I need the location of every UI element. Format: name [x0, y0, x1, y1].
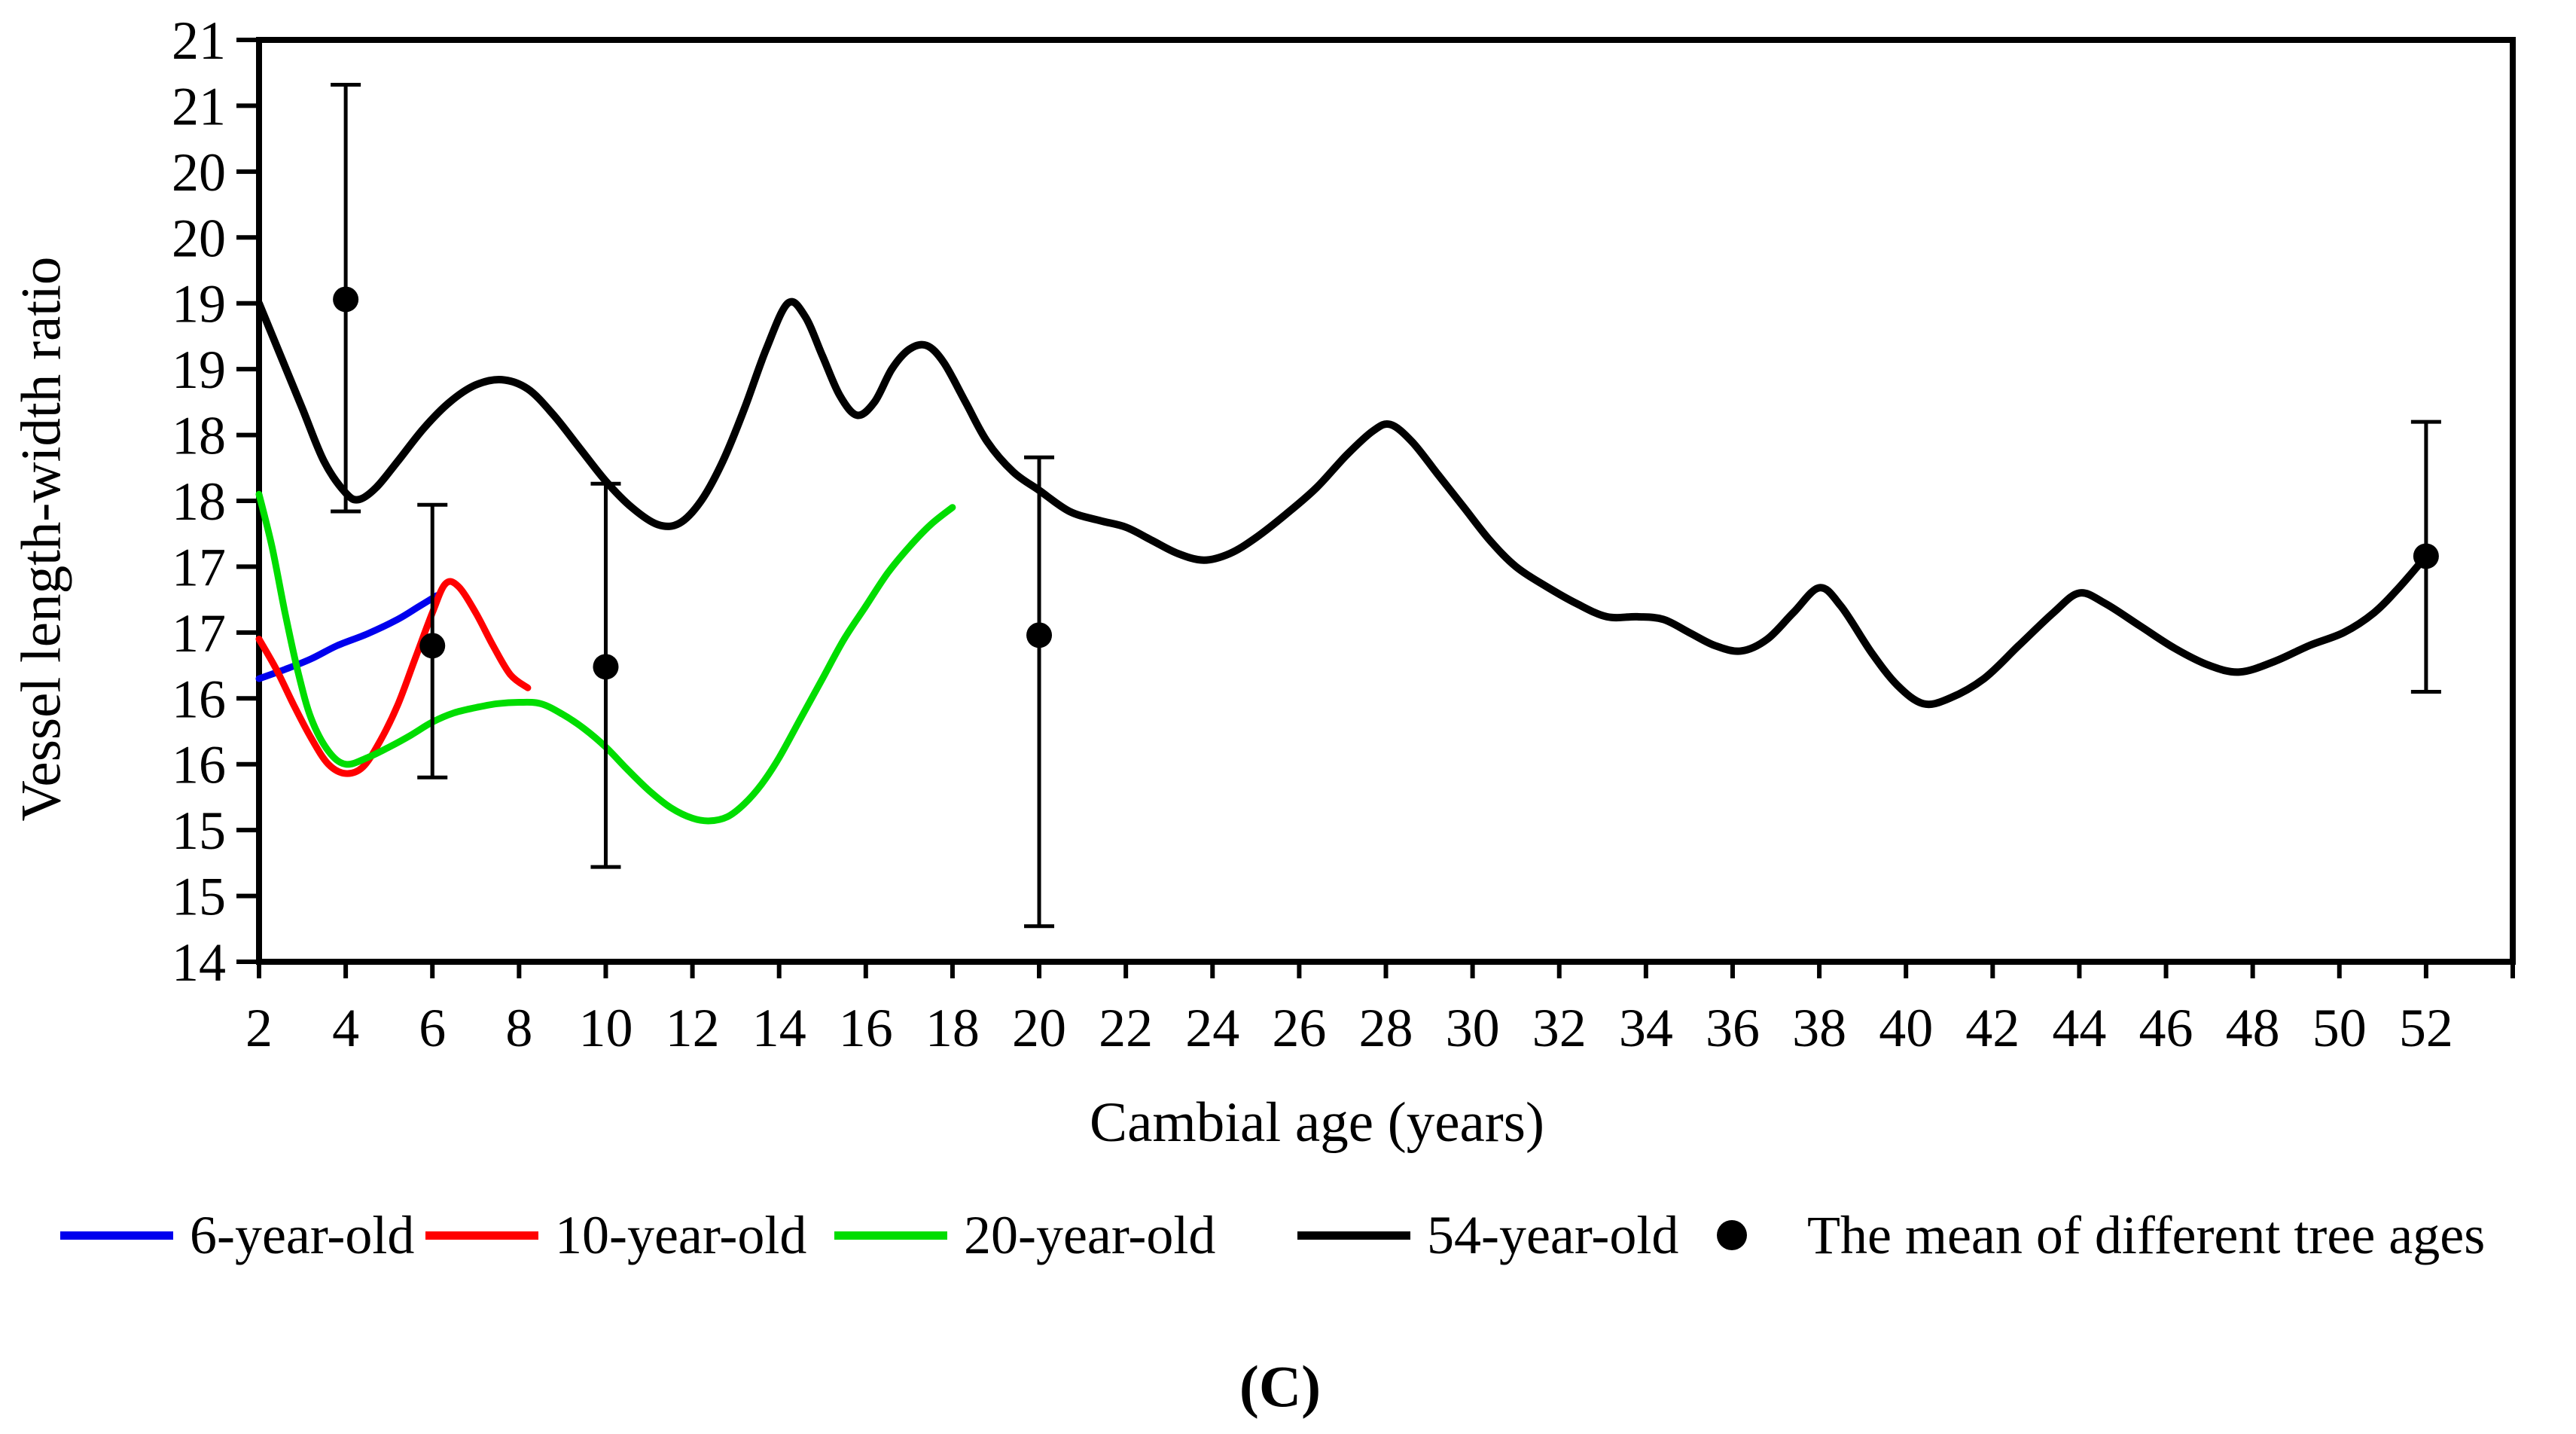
x-tick-label: 22: [1099, 998, 1153, 1058]
x-tick-label: 14: [752, 998, 806, 1058]
x-tick-label: 30: [1446, 998, 1500, 1058]
legend-label: 10-year-old: [555, 1204, 807, 1265]
legend-line-marker: [834, 1231, 947, 1240]
legend-dot-marker: [1717, 1220, 1747, 1250]
mean-data-point: [2413, 543, 2439, 569]
series-curve-20-year-old: [255, 490, 956, 825]
y-tick-label: 21: [172, 11, 226, 71]
mean-data-point: [333, 286, 359, 313]
legend-item-6-year-old: 6-year-old: [60, 1190, 414, 1280]
y-tick-label: 19: [172, 340, 226, 400]
figure-caption-label: (C): [1239, 1353, 1322, 1419]
x-tick-label: 36: [1706, 998, 1760, 1058]
x-tick-label: 34: [1619, 998, 1673, 1058]
legend-item-mean: The mean of different tree ages: [1703, 1190, 2485, 1280]
y-tick-label: 19: [172, 274, 226, 334]
legend-line-marker: [425, 1231, 538, 1240]
legend-line-marker: [1297, 1231, 1410, 1240]
mean-data-point: [1026, 622, 1053, 648]
x-tick-label: 48: [2226, 998, 2280, 1058]
x-tick-label: 50: [2312, 998, 2367, 1058]
series-curve-10-year-old: [255, 578, 532, 777]
legend-item-20-year-old: 20-year-old: [834, 1190, 1215, 1280]
y-tick-label: 20: [172, 142, 226, 203]
x-tick-label: 32: [1532, 998, 1587, 1058]
x-tick-label: 20: [1012, 998, 1066, 1058]
y-tick-label: 16: [172, 735, 226, 795]
x-tick-label: 18: [925, 998, 980, 1058]
x-tick-label: 40: [1879, 998, 1933, 1058]
legend-label: 20-year-old: [964, 1204, 1216, 1265]
y-tick-label: 18: [172, 471, 226, 532]
x-tick-label: 24: [1185, 998, 1239, 1058]
legend-label: 54-year-old: [1427, 1204, 1679, 1265]
x-tick-label: 26: [1272, 998, 1326, 1058]
x-tick-label: 16: [839, 998, 893, 1058]
legend-item-10-year-old: 10-year-old: [425, 1190, 806, 1280]
series-curve-54-year-old: [255, 297, 2430, 709]
chart-legend: 6-year-old 10-year-old 20-year-old 54-year-…: [0, 1190, 2576, 1280]
x-tick-label: 10: [578, 998, 633, 1058]
mean-data-point: [593, 654, 619, 680]
y-tick-label: 16: [172, 669, 226, 729]
mean-data-point: [419, 633, 446, 659]
plot-frame: [256, 37, 2516, 965]
x-tick-label: 28: [1359, 998, 1413, 1058]
x-tick-label: 46: [2139, 998, 2193, 1058]
x-tick-label: 6: [419, 998, 446, 1058]
x-tick-label: 44: [2052, 998, 2106, 1058]
y-tick-label: 15: [172, 867, 226, 927]
y-tick-label: 17: [172, 603, 226, 664]
legend-label: The mean of different tree ages: [1807, 1204, 2486, 1265]
x-tick-label: 42: [1965, 998, 2020, 1058]
y-tick-label: 14: [172, 932, 226, 993]
y-tick-label: 21: [172, 76, 226, 136]
x-tick-label: 4: [332, 998, 359, 1058]
legend-item-54-year-old: 54-year-old: [1297, 1190, 1678, 1280]
legend-label: 6-year-old: [190, 1204, 415, 1265]
y-tick-label: 15: [172, 801, 226, 861]
x-tick-label: 2: [245, 998, 273, 1058]
x-tick-label: 12: [666, 998, 720, 1058]
x-tick-label: 8: [505, 998, 532, 1058]
x-tick-label: 52: [2399, 998, 2453, 1058]
legend-line-marker: [60, 1231, 173, 1240]
series-curve-6-year-old: [255, 592, 441, 682]
x-tick-label: 38: [1792, 998, 1846, 1058]
y-axis-title: Vessel length-width ratio: [10, 256, 73, 822]
x-axis-ticks: 2 4 6 8 10 12 14 16 18 20 22 24 26 28 30 32 34 36 38 40 42 44…: [245, 962, 2515, 1058]
y-tick-label: 17: [172, 537, 226, 597]
mean-points-with-error-bars: [331, 82, 2441, 929]
x-axis-title: Cambial age (years): [1090, 1091, 1544, 1154]
y-tick-label: 18: [172, 406, 226, 466]
y-tick-label: 20: [172, 208, 226, 268]
